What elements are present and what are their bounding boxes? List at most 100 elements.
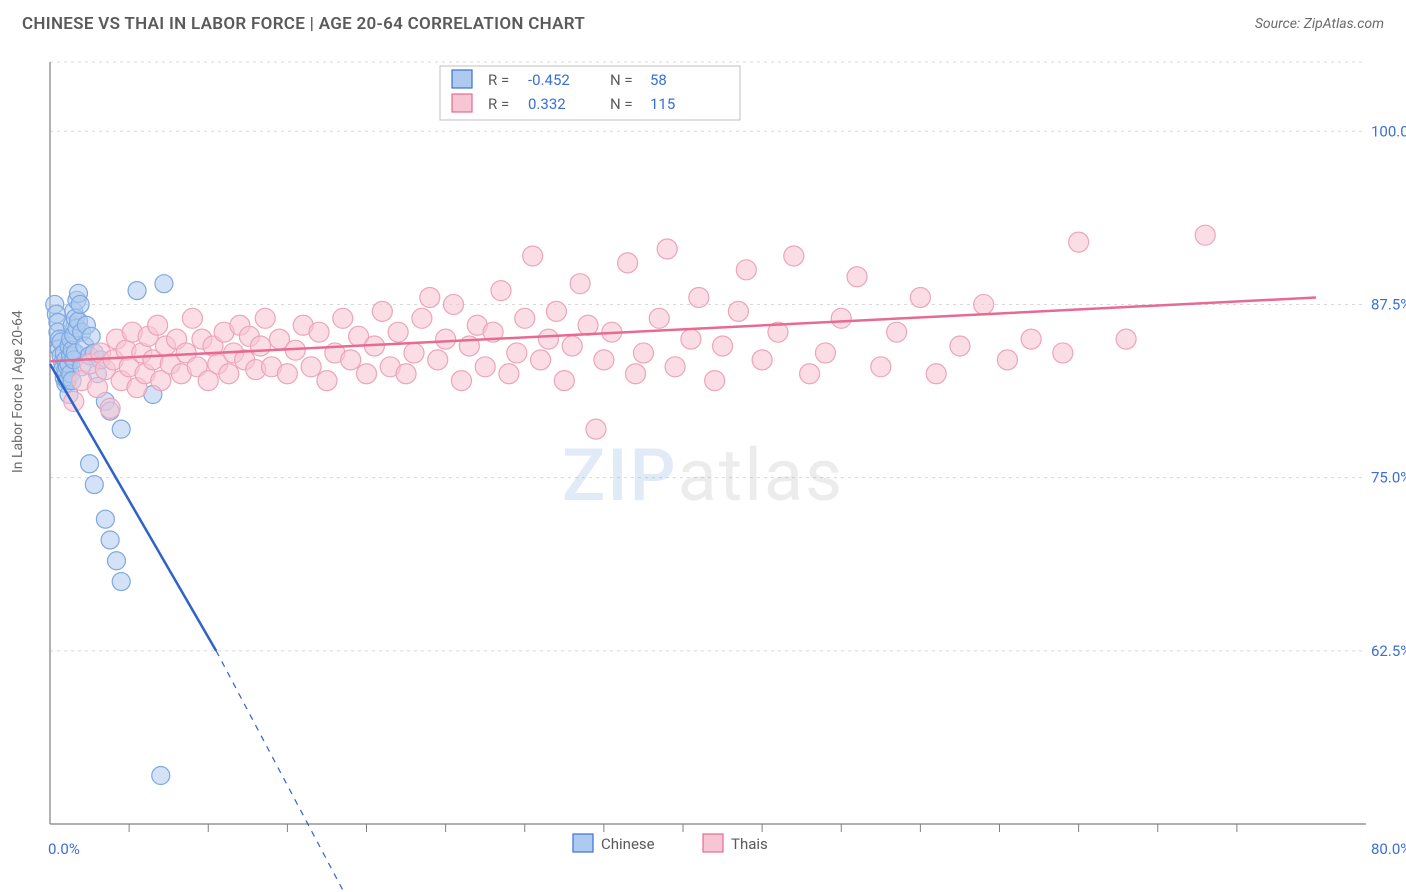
data-point: [784, 246, 804, 266]
data-point: [736, 260, 756, 280]
data-point: [554, 371, 574, 391]
data-point: [451, 371, 471, 391]
data-point: [713, 336, 733, 356]
data-point: [523, 246, 543, 266]
data-point: [277, 364, 297, 384]
legend-swatch: [703, 834, 723, 852]
legend-series: Chinese Thais: [573, 834, 768, 853]
legend-swatch: [452, 70, 472, 88]
data-point: [404, 343, 424, 363]
y-axis-label: In Labor Force | Age 20-64: [10, 310, 26, 473]
x-min-label: 0.0%: [48, 840, 80, 858]
data-point: [333, 308, 353, 328]
data-point: [475, 357, 495, 377]
legend-n-value: 58: [650, 71, 667, 89]
data-point: [752, 350, 772, 370]
data-point: [309, 322, 329, 342]
data-point: [85, 476, 103, 494]
data-point: [815, 343, 835, 363]
data-point: [649, 308, 669, 328]
data-point: [444, 294, 464, 314]
data-point: [515, 308, 535, 328]
legend-r-value: -0.452: [528, 71, 570, 89]
legend-series-label: Thais: [731, 835, 768, 853]
y-grid-label: 62.5%: [1371, 642, 1406, 660]
data-point: [396, 364, 416, 384]
data-point: [436, 329, 456, 349]
data-point: [800, 364, 820, 384]
data-point: [871, 357, 891, 377]
data-point: [578, 315, 598, 335]
legend-r-label: R =: [488, 71, 509, 89]
trendline-chinese: [50, 364, 216, 651]
data-point: [317, 371, 337, 391]
data-point: [372, 301, 392, 321]
data-point: [847, 267, 867, 287]
data-point: [96, 510, 114, 528]
data-point: [689, 288, 709, 308]
data-point: [705, 371, 725, 391]
data-point: [301, 357, 321, 377]
correlation-chart: 62.5%75.0%87.5%100.0%0.0%80.0%In Labor F…: [0, 42, 1406, 892]
data-point: [657, 239, 677, 259]
legend-swatch: [452, 94, 472, 112]
data-point: [87, 378, 107, 398]
data-point: [887, 322, 907, 342]
data-point: [152, 767, 170, 785]
data-point: [1195, 225, 1215, 245]
data-point: [1053, 343, 1073, 363]
data-point: [155, 275, 173, 293]
data-point: [728, 301, 748, 321]
data-point: [357, 364, 377, 384]
source-label: Source: ZipAtlas.com: [1255, 16, 1384, 32]
data-point: [112, 420, 130, 438]
data-point: [507, 343, 527, 363]
data-point: [586, 419, 606, 439]
chart-container: 62.5%75.0%87.5%100.0%0.0%80.0%In Labor F…: [0, 42, 1406, 892]
data-point: [570, 274, 590, 294]
legend-stats: R =-0.452N =58R =0.332N =115: [440, 66, 740, 120]
data-point: [562, 336, 582, 356]
data-point: [250, 336, 270, 356]
y-grid-label: 87.5%: [1371, 295, 1406, 313]
data-point: [107, 552, 125, 570]
data-point: [681, 329, 701, 349]
data-point: [499, 364, 519, 384]
data-point: [255, 308, 275, 328]
data-point: [633, 343, 653, 363]
data-point: [910, 288, 930, 308]
legend-series-label: Chinese: [601, 835, 655, 853]
data-point: [100, 398, 120, 418]
data-point: [412, 308, 432, 328]
x-max-label: 80.0%: [1371, 840, 1406, 858]
data-point: [831, 308, 851, 328]
data-point: [428, 350, 448, 370]
data-point: [101, 531, 119, 549]
data-point: [665, 357, 685, 377]
data-point: [926, 364, 946, 384]
data-point: [388, 322, 408, 342]
data-point: [81, 455, 99, 473]
data-point: [219, 364, 239, 384]
data-point: [1116, 329, 1136, 349]
data-point: [618, 253, 638, 273]
legend-n-label: N =: [610, 95, 633, 113]
data-point: [182, 308, 202, 328]
data-point: [341, 350, 361, 370]
data-point: [420, 288, 440, 308]
legend-r-label: R =: [488, 95, 509, 113]
data-point: [626, 364, 646, 384]
data-point: [538, 329, 558, 349]
data-point: [148, 315, 168, 335]
y-grid-label: 100.0%: [1371, 122, 1406, 140]
chart-title: CHINESE VS THAI IN LABOR FORCE | AGE 20-…: [22, 14, 585, 34]
data-point: [1021, 329, 1041, 349]
data-point: [128, 282, 146, 300]
data-point: [71, 295, 89, 313]
trendline-extension: [216, 651, 366, 892]
data-point: [594, 350, 614, 370]
legend-n-value: 115: [650, 95, 675, 113]
legend-swatch: [573, 834, 593, 852]
data-point: [997, 350, 1017, 370]
data-point: [82, 327, 100, 345]
